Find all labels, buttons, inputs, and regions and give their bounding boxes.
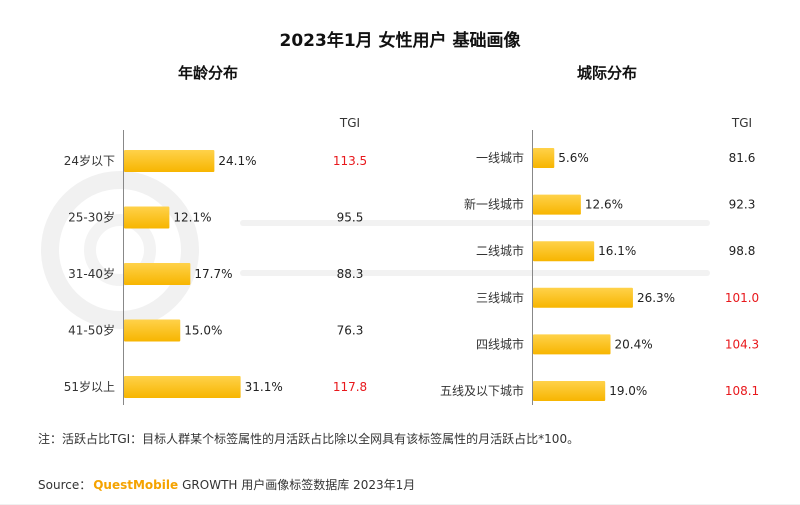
value-label: 12.6% [585,198,623,212]
tgi-value: 81.6 [729,151,756,165]
city-tgi-header: TGI [731,116,753,130]
age-bar-chart: 24岁以下 24.1% 113.5 25-30岁 12.1% 95.5 31-40岁 17.7… [64,150,367,398]
category-label: 五线及以下城市 [440,383,524,398]
value-label: 12.1% [173,211,211,225]
tgi-value: 104.3 [725,337,759,351]
age-section-title: 年龄分布 [177,64,238,82]
bar [533,334,611,355]
bar [124,319,181,342]
bar [124,206,170,229]
tgi-value: 108.1 [725,384,759,398]
category-label: 四线城市 [476,336,524,351]
tgi-value: 95.5 [337,211,364,225]
value-label: 26.3% [637,291,675,305]
value-label: 15.0% [184,324,222,338]
value-label: 17.7% [194,267,232,281]
category-label: 31-40岁 [68,266,115,281]
category-label: 51岁以上 [64,379,115,394]
city-bar-chart: 一线城市 5.6% 81.6 新一线城市 12.6% 92.3 二线城市 16.1% 98.8 三… [440,148,759,401]
category-label: 新一线城市 [464,197,524,212]
city-chart-axis [532,130,533,405]
source-prefix: Source： [38,478,92,492]
bar [533,381,606,401]
age-chart-axis [123,130,124,405]
value-label: 16.1% [598,244,636,258]
city-section-title: 城际分布 [576,64,637,82]
bar [124,376,241,398]
source-brand: QuestMobile [93,478,179,492]
category-label: 24岁以下 [64,153,115,168]
bar [124,263,191,285]
category-label: 41-50岁 [68,323,115,338]
source-description: GROWTH 用户画像标签数据库 2023年1月 [182,478,416,492]
tgi-value: 76.3 [337,324,364,338]
category-label: 二线城市 [476,243,524,258]
footnote: 注：活跃占比TGI：目标人群某个标签属性的月活跃占比除以全网具有该标签属性的月活… [38,432,580,446]
bar [533,287,633,308]
tgi-value: 117.8 [333,380,367,394]
value-label: 19.0% [609,384,647,398]
tgi-value: 98.8 [729,244,756,258]
tgi-value: 92.3 [729,198,756,212]
value-label: 5.6% [558,151,589,165]
value-label: 31.1% [245,380,283,394]
age-tgi-header: TGI [339,116,361,130]
tgi-value: 113.5 [333,154,367,168]
category-label: 一线城市 [476,150,524,165]
category-label: 25-30岁 [68,210,115,225]
category-label: 三线城市 [476,290,524,305]
source-line: Source： QuestMobile GROWTH 用户画像标签数据库 202… [38,476,415,493]
value-label: 20.4% [615,337,653,351]
tgi-value: 88.3 [337,267,364,281]
bar [533,241,595,262]
bar [124,150,215,172]
value-label: 24.1% [218,154,256,168]
page-title: 2023年1月 女性用户 基础画像 [279,31,521,51]
bar [533,148,555,168]
tgi-value: 101.0 [725,291,759,305]
bar [533,194,581,215]
